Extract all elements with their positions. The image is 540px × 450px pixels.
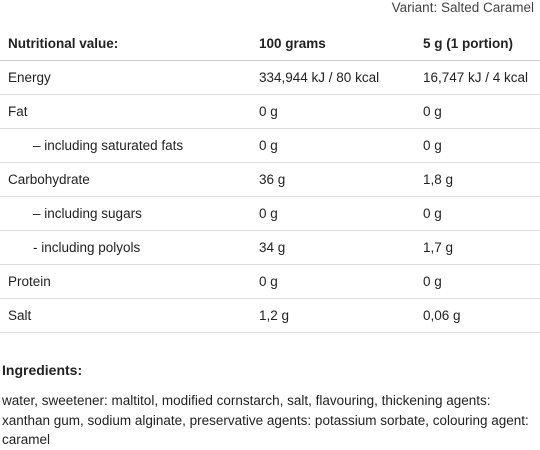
- row-label: - including polyols: [0, 230, 251, 265]
- cell: 0 g: [251, 128, 415, 163]
- cell: 16,747 kJ / 4 kcal: [415, 60, 540, 95]
- cell: 0 g: [251, 196, 415, 231]
- table-body: Nutritional value: 100 grams 5 g (1 portio…: [0, 27, 540, 333]
- cell: 0 g: [415, 94, 540, 129]
- variant: Variant: Salted Caramel: [391, 0, 534, 15]
- ingredients-text: water, sweetener: maltitol, modified cor…: [2, 393, 529, 447]
- row-label: Protein: [0, 264, 251, 299]
- cell: 34 g: [251, 230, 415, 265]
- cell: 0 g: [251, 264, 415, 299]
- row-label: Carbohydrate: [0, 162, 251, 197]
- row-label: Nutritional value:: [0, 27, 251, 61]
- row-label: – including sugars: [0, 196, 251, 231]
- cell: 1,8 g: [415, 162, 540, 197]
- cell: 5 g (1 portion): [415, 27, 540, 61]
- cell: 334,944 kJ / 80 kcal: [251, 60, 415, 95]
- table-row: Carbohydrate 36 g 1,8 g: [0, 162, 540, 197]
- cell: 0,06 g: [415, 298, 540, 333]
- cell: 0 g: [251, 94, 415, 129]
- ingredients-title: Ingredients:: [2, 362, 83, 378]
- row-label: Energy: [0, 60, 251, 95]
- table-row: Nutritional value: 100 grams 5 g (1 portio…: [0, 27, 540, 61]
- nutrition-table: Nutritional value: 100 grams 5 g (1 portio…: [0, 27, 540, 333]
- cell: 1,2 g: [251, 298, 415, 333]
- row-label: Fat: [0, 94, 251, 129]
- cell: 1,7 g: [415, 230, 540, 265]
- table-row: Energy 334,944 kJ / 80 kcal 16,747 kJ / 4 …: [0, 60, 540, 95]
- row-label: Salt: [0, 298, 251, 333]
- cell: 100 grams: [251, 27, 415, 61]
- cell: 0 g: [415, 264, 540, 299]
- cell: 0 g: [415, 128, 540, 163]
- cell: 0 g: [415, 196, 540, 231]
- cell: 36 g: [251, 162, 415, 197]
- table-row: Salt 1,2 g 0,06 g: [0, 298, 540, 333]
- table-row: - including polyols 34 g 1,7 g: [0, 230, 540, 265]
- row-label: – including saturated fats: [0, 128, 251, 163]
